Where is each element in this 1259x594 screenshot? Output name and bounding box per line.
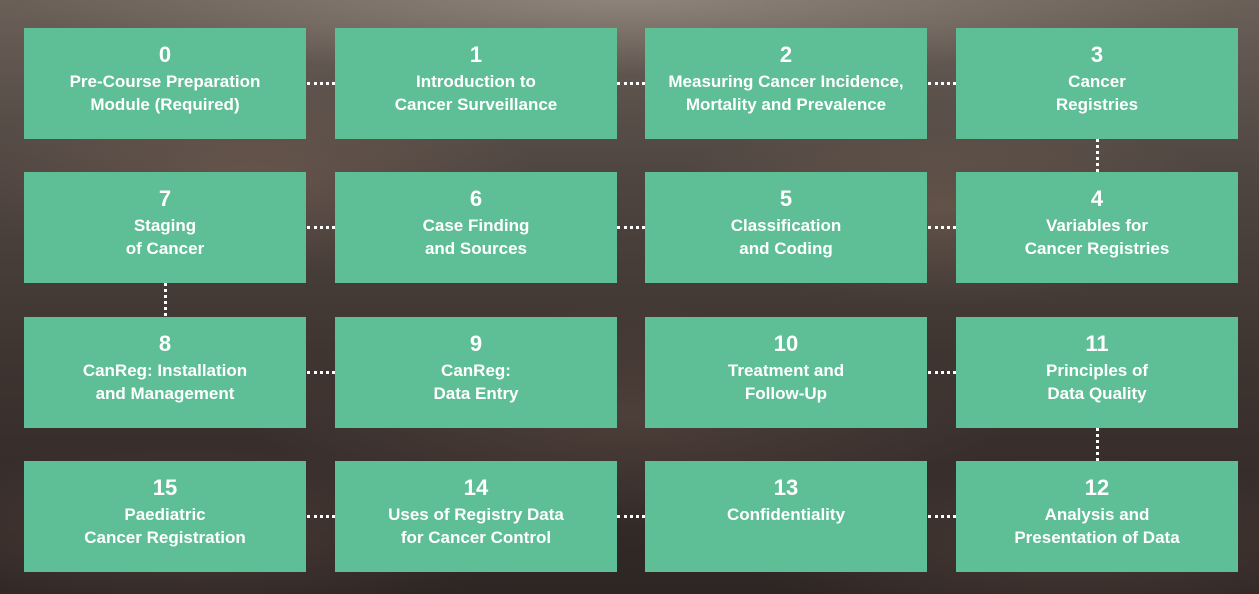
module-title: Treatment and Follow-Up xyxy=(727,361,845,403)
module-tile-7[interactable]: 7 Staging of Cancer xyxy=(24,172,306,283)
module-number: 9 xyxy=(469,331,483,356)
module-number: 3 xyxy=(1090,42,1104,67)
connector-11-12 xyxy=(1096,428,1099,461)
module-tile-8[interactable]: 8 CanReg: Installation and Management xyxy=(24,317,306,428)
module-tile-9[interactable]: 9 CanReg: Data Entry xyxy=(335,317,617,428)
module-number: 15 xyxy=(152,475,178,500)
module-title: CanReg: Installation and Management xyxy=(82,361,248,403)
module-tile-2[interactable]: 2 Measuring Cancer Incidence, Mortality … xyxy=(645,28,927,139)
module-title: Principles of Data Quality xyxy=(1045,361,1149,403)
connector-13-12 xyxy=(928,515,956,518)
connector-6-5 xyxy=(617,226,645,229)
module-number: 14 xyxy=(463,475,489,500)
module-tile-0[interactable]: 0 Pre-Course Preparation Module (Require… xyxy=(24,28,306,139)
module-title: Confidentiality xyxy=(726,505,846,524)
module-title: Measuring Cancer Incidence, Mortality an… xyxy=(668,72,904,114)
module-number: 5 xyxy=(779,186,793,211)
module-title: Paediatric Cancer Registration xyxy=(84,505,246,547)
module-title: Cancer Registries xyxy=(1055,72,1139,114)
module-number: 12 xyxy=(1084,475,1110,500)
module-title: Staging of Cancer xyxy=(125,216,205,258)
module-tile-15[interactable]: 15 Paediatric Cancer Registration xyxy=(24,461,306,572)
module-tile-5[interactable]: 5 Classification and Coding xyxy=(645,172,927,283)
connector-1-2 xyxy=(617,82,645,85)
connector-15-14 xyxy=(307,515,335,518)
module-tile-11[interactable]: 11 Principles of Data Quality xyxy=(956,317,1238,428)
module-number: 0 xyxy=(158,42,172,67)
module-tile-4[interactable]: 4 Variables for Cancer Registries xyxy=(956,172,1238,283)
module-tile-14[interactable]: 14 Uses of Registry Data for Cancer Cont… xyxy=(335,461,617,572)
module-tile-1[interactable]: 1 Introduction to Cancer Surveillance xyxy=(335,28,617,139)
connector-7-6 xyxy=(307,226,335,229)
connector-0-1 xyxy=(307,82,335,85)
module-number: 11 xyxy=(1085,331,1109,356)
module-number: 1 xyxy=(469,42,483,67)
connector-5-4 xyxy=(928,226,956,229)
connector-10-11 xyxy=(928,371,956,374)
connector-3-4 xyxy=(1096,139,1099,172)
module-tile-10[interactable]: 10 Treatment and Follow-Up xyxy=(645,317,927,428)
module-number: 7 xyxy=(158,186,172,211)
module-tile-13[interactable]: 13 Confidentiality xyxy=(645,461,927,572)
connector-14-13 xyxy=(617,515,645,518)
module-number: 2 xyxy=(779,42,793,67)
module-number: 13 xyxy=(773,475,799,500)
module-title: Case Finding and Sources xyxy=(422,216,530,258)
module-title: Pre-Course Preparation Module (Required) xyxy=(69,72,261,114)
connector-8-9 xyxy=(307,371,335,374)
module-number: 10 xyxy=(773,331,799,356)
module-tile-12[interactable]: 12 Analysis and Presentation of Data xyxy=(956,461,1238,572)
module-title: Variables for Cancer Registries xyxy=(1024,216,1170,258)
module-title: Analysis and Presentation of Data xyxy=(1014,505,1180,547)
module-number: 4 xyxy=(1090,186,1104,211)
module-title: CanReg: Data Entry xyxy=(433,361,519,403)
module-number: 6 xyxy=(469,186,483,211)
connector-7-8 xyxy=(164,283,167,316)
module-title: Uses of Registry Data for Cancer Control xyxy=(388,505,564,547)
module-tile-6[interactable]: 6 Case Finding and Sources xyxy=(335,172,617,283)
module-tile-3[interactable]: 3 Cancer Registries xyxy=(956,28,1238,139)
module-number: 8 xyxy=(158,331,172,356)
module-title: Classification and Coding xyxy=(730,216,842,258)
module-title: Introduction to Cancer Surveillance xyxy=(394,72,558,114)
connector-2-3 xyxy=(928,82,956,85)
